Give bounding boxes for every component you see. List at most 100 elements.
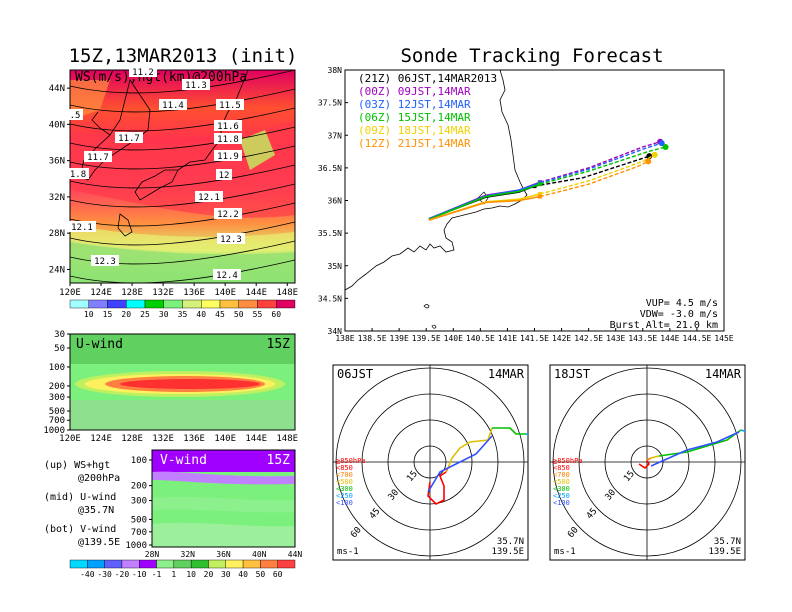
contour-label: 11.2 — [132, 68, 154, 78]
contour-label: 12.4 — [216, 271, 238, 281]
contour-label: 11.5 — [219, 101, 241, 111]
height-contour-line — [70, 259, 295, 283]
track-x-tick-label: 143.5E — [628, 334, 657, 343]
track-y-tick-label: 34.5N — [318, 294, 342, 303]
v-wind-band — [152, 471, 295, 485]
contour-label: 12.2 — [217, 210, 239, 220]
v-colorbar-bin — [190, 559, 209, 569]
izu-island-2 — [431, 324, 437, 329]
level-legend-entry: <500 — [553, 478, 570, 486]
ws-x-tick-label: 136E — [183, 288, 205, 298]
track-map-panel: (21Z) 06JST,14MAR2013(00Z) 09JST,14MAR(0… — [318, 66, 734, 343]
height-contour-line — [70, 221, 295, 246]
track-legend-entry: (12Z) 21JST,14MAR — [358, 137, 471, 150]
level-legend-entry: ≧850hPa — [553, 457, 583, 465]
ws-x-tick-label: 132E — [152, 288, 174, 298]
ws-colorbar-label: 30 — [159, 310, 169, 319]
ws-y-tick-label: 24N — [49, 265, 65, 275]
level-legend-entry: <700 — [553, 471, 570, 479]
v-colorbar-bin — [208, 559, 226, 569]
contour-label-bg — [115, 132, 143, 143]
level-legend-entry: <850 — [336, 464, 353, 472]
hodograph-lat: 35.7N — [714, 537, 741, 547]
v-colorbar-label: 1 — [171, 570, 176, 579]
u-wind-title: U-wind — [76, 337, 123, 352]
contour-labels: 11.2 11.311.4 11.5 11.6 11.7 11.8 11.9 12 12.1 12… — [67, 66, 245, 281]
v-x-tick-label: 40N — [252, 550, 267, 559]
wind-profile-segment — [650, 455, 660, 459]
level-legend-entry: <300 — [553, 485, 570, 493]
track-ascent-line — [428, 183, 541, 221]
wind-profile-segment — [492, 427, 526, 435]
ws-map-subtitle: WS(m/s),hgt(km)@200hPa — [75, 70, 247, 85]
ws-colorbar: 10 15 20 25 30 35 40 45 50 55 60 — [69, 299, 296, 319]
honshu-coastline — [345, 70, 528, 291]
track-x-tick-label: 139E — [390, 334, 409, 343]
v-y-tick-label: 1000 — [125, 541, 147, 551]
v-wind-strong-north — [152, 450, 295, 472]
legend-note-sub: @139.5E — [78, 537, 120, 548]
u-y-tick-label: 300 — [49, 393, 65, 403]
track-x-tick-label: 145E — [714, 334, 733, 343]
ws-map-panel: WS(m/s),hgt(km)@200hPa 11.211.311.4 11.51… — [49, 66, 298, 319]
contour-label-bg — [67, 168, 89, 179]
track-annotation: VUP= 4.5 m/s — [646, 298, 718, 309]
track-descent-line — [539, 146, 666, 185]
track-y-tick-label: 38N — [328, 66, 343, 75]
track-legend-entry: (09Z) 18JST,14MAR — [358, 124, 471, 137]
ws-colorbar-label: 60 — [271, 310, 281, 319]
track-legend-entry: (00Z) 09JST,14MAR — [358, 85, 471, 98]
ws-colorbar-label: 55 — [253, 310, 263, 319]
v-colorbar-bin — [69, 559, 88, 569]
ws-colorbar-bin — [257, 299, 277, 309]
contour-label: 11.9 — [217, 152, 239, 162]
contour-label-bg — [84, 151, 112, 162]
v-wind-time: 15Z — [267, 453, 291, 468]
legend-note-head: (bot) V-wind — [44, 524, 116, 535]
hodograph-date: 14MAR — [705, 367, 742, 381]
track-descent-line — [539, 160, 649, 198]
track-x-tick-label: 142E — [552, 334, 571, 343]
contour-label-bg — [214, 150, 242, 161]
v-x-tick-label: 36N — [216, 550, 231, 559]
track-annotation: VDW= -3.0 m/s — [640, 309, 718, 320]
u-y-tick-label: 100 — [49, 363, 65, 373]
track-y-tick-label: 34N — [328, 327, 343, 336]
ws-colorbar-bin — [107, 299, 127, 309]
ws-colorbar-bin — [144, 299, 164, 309]
ws-colorbar-bin — [126, 299, 146, 309]
level-legend-entry: <250 — [553, 492, 570, 500]
track-x-tick-label: 141.5E — [520, 334, 549, 343]
u-y-tick-label: 50 — [54, 344, 65, 354]
wind-profile-segment — [650, 431, 740, 467]
v-colorbar-label: -40 — [80, 570, 95, 579]
v-colorbar-label: -20 — [115, 570, 130, 579]
green-patch — [240, 130, 275, 170]
v-wind-low — [152, 522, 295, 547]
burst-point — [537, 194, 542, 199]
ws-x-tick-label: 148E — [276, 288, 298, 298]
ws-colorbar-bin — [88, 299, 108, 309]
hodograph-frame — [332, 364, 529, 561]
v-wind-title: V-wind — [160, 453, 207, 468]
v-colorbar-bin — [260, 559, 278, 569]
contour-label: 1.8 — [70, 170, 86, 180]
ws-colorbar-bin — [276, 299, 296, 309]
contour-label-bg — [68, 221, 96, 232]
v-colorbar-label: -10 — [132, 570, 147, 579]
v-colorbar-bin — [87, 559, 105, 569]
legend-note-sub: @35.7N — [78, 505, 114, 516]
contour-label-bg — [129, 66, 157, 77]
track-descent-line — [539, 141, 661, 183]
ws-colorbar-label: 50 — [234, 310, 244, 319]
ws-x-tick-label: 144E — [245, 288, 267, 298]
track-legend-entry: (06Z) 15JST,14MAR — [358, 111, 471, 124]
ws-y-tick-labels: 44N 40N 36N 32N 28N 24N — [49, 84, 70, 275]
ws-colorbar-label: 25 — [140, 310, 150, 319]
hodograph-lat: 35.7N — [497, 537, 524, 547]
hodograph-rings — [550, 365, 745, 560]
height-contour-line — [70, 126, 295, 151]
